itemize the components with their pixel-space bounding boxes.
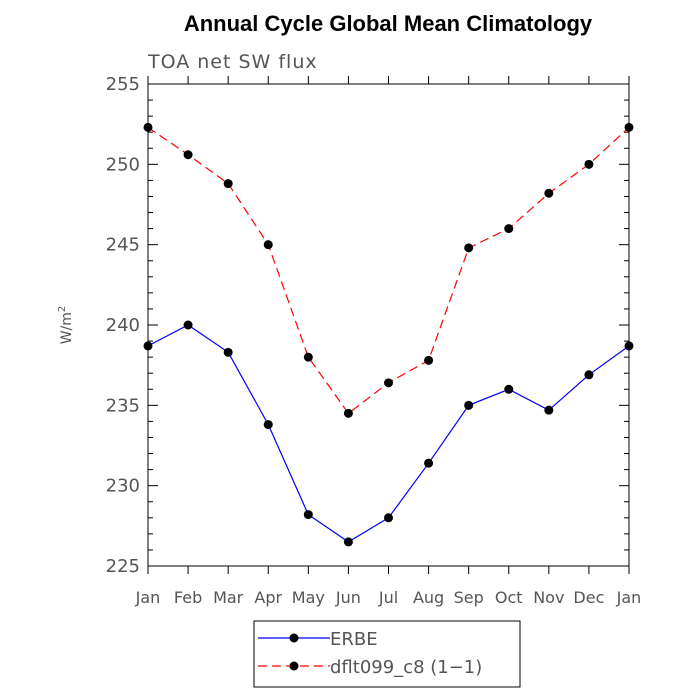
legend: ERBE dflt099_c8 (1−1) bbox=[253, 620, 521, 688]
data-point-1 bbox=[504, 224, 514, 234]
legend-label-dflt099-c8: dflt099_c8 (1−1) bbox=[330, 657, 482, 678]
x-tick-label: Apr bbox=[254, 588, 282, 607]
data-point-0 bbox=[143, 341, 153, 351]
x-tick-label: Jan bbox=[616, 588, 642, 607]
y-axis-label-unit: W/m bbox=[59, 312, 75, 344]
data-point-0 bbox=[223, 347, 233, 357]
x-tick-label: Aug bbox=[413, 588, 444, 607]
plot-frame bbox=[147, 83, 630, 567]
data-point-1 bbox=[624, 122, 634, 132]
x-tick-label: May bbox=[292, 588, 325, 607]
data-point-0 bbox=[303, 510, 313, 520]
x-tick-label: Jun bbox=[335, 588, 361, 607]
y-axis-ticks: 225 230 235 240 245 250 255 bbox=[106, 74, 629, 577]
data-point-1 bbox=[263, 240, 273, 250]
data-point-1 bbox=[183, 150, 193, 160]
y-tick-label: 230 bbox=[106, 476, 140, 497]
x-tick-label: Sep bbox=[454, 588, 484, 607]
y-tick-label: 225 bbox=[106, 556, 140, 577]
x-tick-label: Mar bbox=[213, 588, 244, 607]
data-point-0 bbox=[464, 400, 474, 410]
data-point-0 bbox=[384, 513, 393, 523]
legend-marker-erbe bbox=[289, 633, 299, 643]
data-point-1 bbox=[223, 179, 233, 189]
series-layer bbox=[143, 122, 634, 547]
y-tick-label: 240 bbox=[106, 315, 140, 336]
x-tick-label: Jan bbox=[135, 588, 161, 607]
data-point-0 bbox=[263, 420, 273, 430]
chart-subtitle: TOA net SW flux bbox=[147, 51, 318, 73]
data-point-1 bbox=[584, 159, 594, 169]
data-point-1 bbox=[343, 408, 353, 418]
data-point-1 bbox=[464, 243, 474, 253]
data-point-0 bbox=[504, 384, 514, 394]
legend-label-erbe: ERBE bbox=[330, 629, 378, 650]
x-axis-ticks: Jan Feb Mar Apr May Jun Jul Aug Sep Oct Nov Dec Jan bbox=[135, 76, 642, 607]
x-tick-label: Nov bbox=[533, 588, 564, 607]
data-point-0 bbox=[424, 458, 434, 468]
y-tick-label: 235 bbox=[106, 395, 140, 416]
x-tick-label: Jul bbox=[378, 588, 398, 607]
data-point-0 bbox=[584, 370, 594, 380]
data-point-1 bbox=[424, 355, 434, 365]
y-axis-label: W/m2 bbox=[57, 306, 75, 345]
data-point-0 bbox=[183, 320, 193, 330]
data-point-0 bbox=[343, 537, 353, 547]
data-point-1 bbox=[143, 122, 153, 132]
x-tick-label: Dec bbox=[573, 588, 604, 607]
y-tick-label: 255 bbox=[106, 74, 140, 95]
y-axis-label-superscript: 2 bbox=[57, 306, 68, 312]
data-point-0 bbox=[544, 405, 554, 415]
data-point-1 bbox=[303, 352, 313, 362]
y-tick-label: 250 bbox=[106, 154, 140, 175]
y-tick-label: 245 bbox=[106, 235, 140, 256]
x-tick-label: Oct bbox=[495, 588, 523, 607]
x-tick-label: Feb bbox=[174, 588, 202, 607]
data-point-1 bbox=[544, 188, 554, 198]
legend-box bbox=[253, 620, 521, 688]
series-line-0 bbox=[147, 324, 630, 543]
series-line-1 bbox=[147, 126, 630, 415]
data-point-1 bbox=[384, 378, 393, 388]
legend-marker-dflt099-c8 bbox=[289, 661, 299, 671]
chart-title: Annual Cycle Global Mean Climatology bbox=[184, 11, 593, 36]
data-point-0 bbox=[624, 341, 634, 351]
